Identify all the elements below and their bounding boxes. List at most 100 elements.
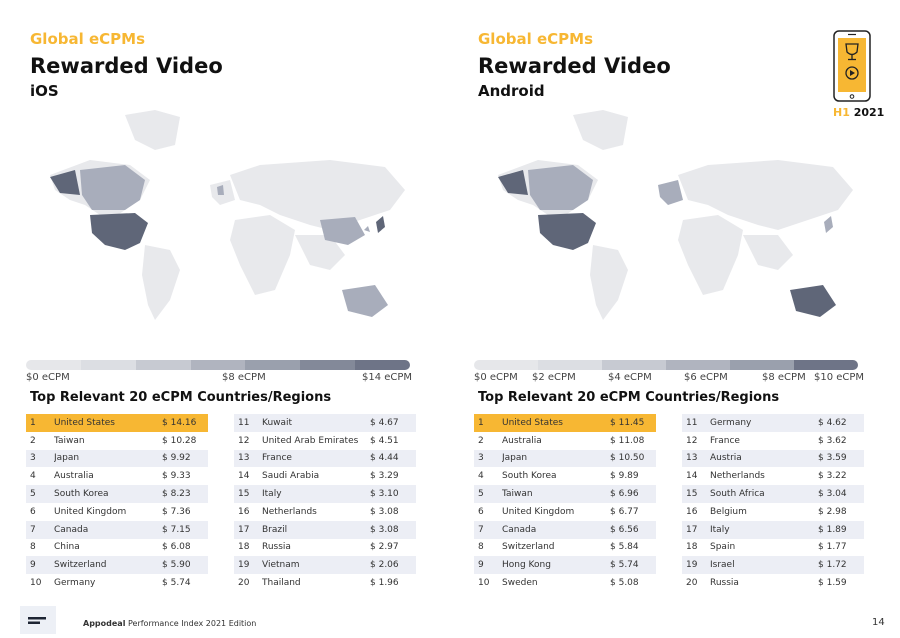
- rank-cell: 8: [478, 542, 484, 553]
- country-cell: Australia: [54, 471, 94, 482]
- country-cell: South Korea: [54, 489, 109, 500]
- country-cell: Israel: [710, 560, 735, 571]
- country-cell: Austria: [710, 453, 742, 464]
- country-cell: South Korea: [502, 471, 557, 482]
- ecpm-cell: $ 6.56: [610, 524, 639, 535]
- ecpm-cell: $ 6.77: [610, 506, 639, 517]
- table-row: 6 United Kingdom $ 6.77: [474, 502, 656, 521]
- trophy-play-phone-icon: [833, 30, 871, 102]
- rank-cell: 3: [478, 453, 484, 464]
- country-cell: Taiwan: [54, 435, 85, 446]
- rank-cell: 12: [238, 435, 250, 446]
- ecpm-cell: $ 6.96: [610, 489, 639, 500]
- country-cell: United Arab Emirates: [262, 435, 359, 446]
- country-cell: United Kingdom: [54, 506, 127, 517]
- badge-year: H1 2021: [833, 106, 884, 119]
- table-row: 10 Sweden $ 5.08: [474, 574, 656, 592]
- table-row: 6 United Kingdom $ 7.36: [26, 502, 208, 521]
- country-cell: Belgium: [710, 506, 747, 517]
- ecpm-cell: $ 4.67: [370, 417, 399, 428]
- brand-logo: [20, 606, 56, 634]
- rank-cell: 11: [686, 417, 698, 428]
- logo-mark: [28, 617, 46, 624]
- ecpm-cell: $ 5.90: [162, 560, 191, 571]
- rank-cell: 4: [30, 471, 36, 482]
- scale-label: $8 eCPM: [762, 372, 806, 383]
- ecpm-cell: $ 4.62: [818, 417, 847, 428]
- table-row: 4 South Korea $ 9.89: [474, 467, 656, 486]
- table-row: 17 Italy $ 1.89: [682, 520, 864, 539]
- scale-label: $4 eCPM: [608, 372, 652, 383]
- platform-label: Android: [478, 82, 545, 100]
- table-row: 2 Australia $ 11.08: [474, 431, 656, 450]
- table-row: 8 Switzerland $ 5.84: [474, 538, 656, 557]
- rank-cell: 9: [30, 560, 36, 571]
- scale-label: $0 eCPM: [474, 372, 518, 383]
- ecpm-cell: $ 2.97: [370, 542, 399, 553]
- country-cell: France: [262, 453, 292, 464]
- ecpm-cell: $ 4.51: [370, 435, 399, 446]
- table-row: 17 Brazil $ 3.08: [234, 520, 416, 539]
- table-row: 19 Vietnam $ 2.06: [234, 556, 416, 575]
- ecpm-cell: $ 3.59: [818, 453, 847, 464]
- rank-cell: 8: [30, 542, 36, 553]
- country-cell: Netherlands: [262, 506, 317, 517]
- rank-cell: 19: [238, 560, 250, 571]
- rank-cell: 13: [238, 453, 250, 464]
- ecpm-cell: $ 8.23: [162, 489, 191, 500]
- country-cell: Hong Kong: [502, 560, 551, 571]
- rank-cell: 1: [478, 417, 484, 428]
- ecpm-cell: $ 7.15: [162, 524, 191, 535]
- page-title: Rewarded Video: [30, 54, 223, 78]
- table-row: 13 Austria $ 3.59: [682, 449, 864, 468]
- ecpm-scale: [474, 360, 858, 370]
- rank-cell: 19: [686, 560, 698, 571]
- page-title: Rewarded Video: [478, 54, 671, 78]
- table-row: 12 United Arab Emirates $ 4.51: [234, 431, 416, 450]
- rank-cell: 5: [478, 489, 484, 500]
- table-row: 1 United States $ 14.16: [26, 414, 208, 432]
- table-row: 16 Belgium $ 2.98: [682, 502, 864, 521]
- world-map: [498, 110, 853, 320]
- country-cell: Sweden: [502, 578, 538, 589]
- rank-cell: 11: [238, 417, 250, 428]
- ios-panel: Global eCPMs Rewarded Video iOS: [26, 0, 460, 600]
- country-cell: Canada: [502, 524, 537, 535]
- table-row: 16 Netherlands $ 3.08: [234, 502, 416, 521]
- rank-cell: 15: [238, 489, 250, 500]
- ecpm-cell: $ 3.22: [818, 471, 847, 482]
- ecpm-cell: $ 10.50: [610, 453, 645, 464]
- country-cell: Taiwan: [502, 489, 533, 500]
- table-row: 5 Taiwan $ 6.96: [474, 485, 656, 503]
- table-row: 3 Japan $ 10.50: [474, 449, 656, 468]
- scale-label: $14 eCPM: [362, 372, 413, 383]
- table-row: 1 United States $ 11.45: [474, 414, 656, 432]
- ecpm-cell: $ 9.89: [610, 471, 639, 482]
- country-cell: Kuwait: [262, 417, 293, 428]
- table-row: 14 Netherlands $ 3.22: [682, 467, 864, 486]
- footer-brand: Appodeal: [83, 619, 126, 628]
- country-cell: United States: [54, 417, 115, 428]
- rank-cell: 5: [30, 489, 36, 500]
- ecpm-cell: $ 5.74: [610, 560, 639, 571]
- table-row: 11 Kuwait $ 4.67: [234, 414, 416, 432]
- table-row: 7 Canada $ 6.56: [474, 520, 656, 539]
- scale-label: $6 eCPM: [684, 372, 728, 383]
- ecpm-cell: $ 6.08: [162, 542, 191, 553]
- ecpm-cell: $ 1.96: [370, 578, 399, 589]
- table-row: 8 China $ 6.08: [26, 538, 208, 557]
- scale-label: $8 eCPM: [222, 372, 266, 383]
- country-cell: Switzerland: [54, 560, 107, 571]
- table-row: 14 Saudi Arabia $ 3.29: [234, 467, 416, 486]
- rank-cell: 7: [478, 524, 484, 535]
- rank-cell: 20: [686, 578, 698, 589]
- table-row: 13 France $ 4.44: [234, 449, 416, 468]
- rank-cell: 6: [30, 506, 36, 517]
- country-cell: Russia: [710, 578, 739, 589]
- table-row: 10 Germany $ 5.74: [26, 574, 208, 592]
- rank-cell: 17: [686, 524, 698, 535]
- page-number: 14: [872, 617, 885, 628]
- kicker: Global eCPMs: [478, 30, 594, 48]
- country-cell: Brazil: [262, 524, 288, 535]
- kicker: Global eCPMs: [30, 30, 146, 48]
